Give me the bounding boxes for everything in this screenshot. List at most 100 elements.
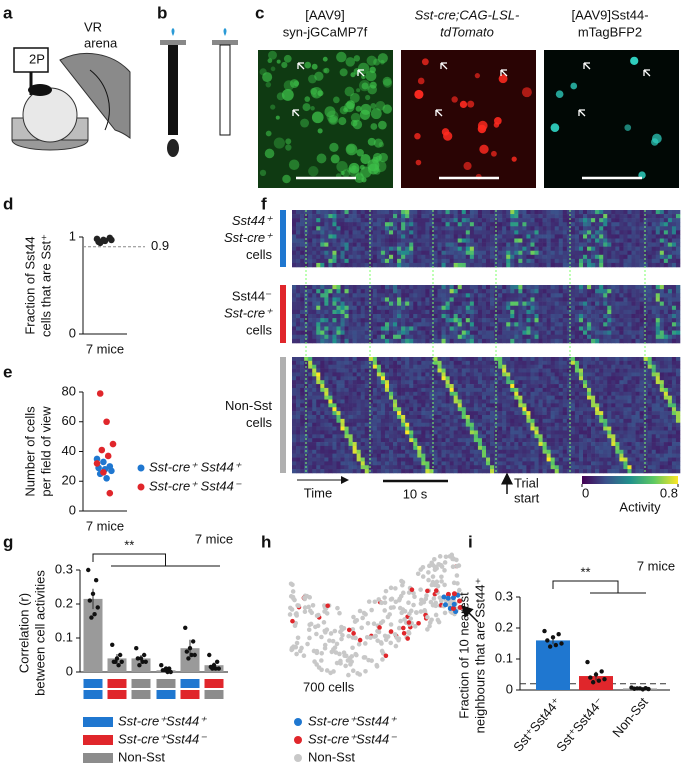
heatmap-cell: [481, 254, 487, 260]
heatmap-cell: [409, 384, 414, 389]
cell-dot: [296, 603, 302, 608]
heatmap-cell: [631, 254, 636, 260]
heatmap-cell: [425, 246, 430, 252]
heatmap-cell: [502, 242, 507, 247]
heatmap-cell: [457, 326, 463, 331]
heatmap-cell: [510, 395, 515, 400]
heatmap-cell: [591, 318, 596, 323]
heatmap-cell: [445, 214, 450, 219]
heatmap-cell: [397, 230, 402, 235]
cell-dot: [345, 658, 351, 663]
heatmap-cell: [364, 372, 370, 377]
heatmap-cell: [344, 238, 349, 243]
heatmap-cell: [481, 285, 487, 290]
cell-dot: [383, 588, 389, 594]
heatmap-cell: [324, 334, 329, 340]
heatmap-cell: [538, 364, 543, 369]
heatmap-cell: [526, 422, 531, 427]
heatmap-cell: [486, 226, 491, 231]
heatmap-cell: [320, 262, 325, 268]
heatmap-cell: [380, 289, 386, 294]
heatmap-cell: [368, 254, 374, 260]
heatmap-cell: [368, 391, 374, 396]
heatmap-cell: [486, 234, 491, 239]
heatmap-cell: [401, 289, 406, 294]
heatmap-cell: [421, 262, 426, 268]
heatmap-cell: [566, 334, 572, 340]
heatmap-cell: [312, 289, 317, 294]
heatmap-cell: [449, 293, 454, 298]
heatmap-cell: [667, 418, 673, 424]
heatmap-cell: [530, 250, 535, 256]
heatmap-cell: [667, 387, 673, 393]
heatmap-cell: [554, 360, 560, 366]
cell-dot: [396, 625, 402, 631]
heatmap-cell: [518, 418, 523, 424]
heatmap-cell: [530, 422, 535, 427]
heatmap-cell: [647, 242, 653, 247]
heatmap-cell: [494, 399, 499, 404]
heatmap-cell: [498, 322, 503, 327]
heatmap-cell: [461, 364, 467, 369]
image-title: tdTomato: [440, 24, 494, 39]
heatmap-cell: [514, 297, 519, 302]
heatmap-cell: [316, 334, 321, 340]
heatmap-cell: [663, 250, 669, 256]
heatmap-cell: [461, 246, 467, 252]
heatmap-cell: [477, 391, 483, 396]
heatmap-cell: [465, 368, 471, 373]
heatmap-cell: [356, 418, 362, 424]
heatmap-cell: [473, 326, 479, 331]
heatmap-cell: [486, 297, 491, 302]
heatmap-cell: [514, 238, 519, 243]
heatmap-cell: [534, 364, 539, 369]
heatmap-cell: [583, 301, 588, 307]
heatmap-cell: [635, 364, 640, 369]
heatmap-cell: [558, 214, 564, 219]
heatmap-cell: [308, 411, 313, 416]
heatmap-cell: [599, 293, 604, 298]
heatmap-cell: [405, 309, 410, 315]
heatmap-cell: [623, 254, 628, 260]
heatmap-cell: [332, 234, 337, 239]
heatmap-cell: [554, 218, 560, 223]
cell-blob: [498, 74, 508, 84]
heatmap-cell: [421, 250, 426, 256]
heatmap-cell: [316, 338, 321, 344]
heatmap-cell: [465, 376, 471, 381]
heatmap-cell: [360, 309, 366, 315]
heatmap-cell: [340, 210, 345, 215]
cell-blob: [382, 76, 392, 86]
cell-blob: [348, 165, 360, 177]
heatmap-cell: [340, 338, 345, 344]
heatmap-cell: [477, 330, 483, 336]
heatmap-cell: [405, 380, 410, 385]
heatmap-cell: [623, 246, 628, 252]
heatmap-cell: [316, 415, 321, 420]
arrowhead: [500, 69, 508, 77]
heatmap-cell: [534, 395, 539, 400]
heatmap-cell: [546, 368, 551, 373]
heatmap-cell: [550, 285, 556, 290]
heatmap-cell: [611, 395, 616, 400]
heatmap-cell: [647, 364, 653, 369]
heatmap-cell: [518, 222, 523, 227]
heatmap-cell: [675, 399, 681, 404]
heatmap-cell: [546, 407, 551, 412]
heatmap-cell: [320, 226, 325, 231]
heatmap-cell: [570, 364, 576, 369]
cell-dot: [435, 583, 441, 589]
cell-dot: [428, 599, 434, 605]
heatmap-cell: [663, 387, 669, 393]
heatmap-cell: [360, 222, 366, 227]
heatmap-cell: [356, 262, 362, 268]
heatmap-cell: [417, 254, 422, 260]
heatmap-cell: [599, 254, 604, 260]
heatmap-cell: [583, 376, 588, 381]
heatmap-cell: [461, 226, 467, 231]
heatmap-cell: [607, 254, 612, 260]
heatmap-cell: [320, 322, 325, 327]
heatmap-cell: [348, 376, 353, 381]
heatmap-cell: [603, 230, 608, 235]
heatmap-cell: [667, 289, 673, 294]
